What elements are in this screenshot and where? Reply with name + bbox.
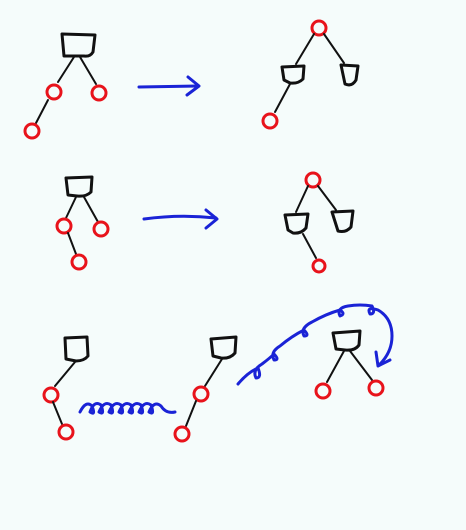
row1-left-tree: [23, 32, 108, 140]
row1-right-edge-a: [295, 33, 315, 65]
row1-right-box-b: [339, 63, 360, 87]
row3-left-node-a: [42, 386, 60, 404]
row3-left-node-b: [57, 423, 75, 441]
row1-arrow-head: [185, 75, 201, 97]
row1-left-root-box: [60, 32, 97, 58]
row1-left-edge-a: [57, 56, 75, 83]
row1-left-edge-b: [79, 56, 97, 85]
row2-arrow-head: [204, 208, 219, 230]
row2-right-box-a: [283, 212, 310, 235]
row2-right-edge-c: [302, 233, 317, 259]
row1-right-root-node: [310, 19, 328, 37]
row2-left-edge-a: [65, 196, 77, 219]
row3-middle-chain: [173, 335, 238, 443]
row1-right-node-c: [261, 112, 279, 130]
row2-arrow-shaft: [142, 214, 218, 221]
row3-curved-arrow-icon: [236, 303, 394, 386]
row2-right-edge-b: [317, 185, 337, 211]
row1-left-node-b: [90, 84, 108, 102]
row3-left-chain: [42, 335, 90, 441]
row3-middle-edge-b: [185, 400, 197, 427]
row1-arrow: [137, 75, 201, 97]
row3-left-box: [63, 335, 90, 363]
row2-left-node-c: [70, 253, 88, 271]
row1-arrow-shaft: [137, 84, 200, 89]
row2-left-edge-b: [83, 196, 99, 223]
row3-middle-box: [209, 335, 238, 360]
row3-right-box: [331, 329, 362, 352]
row2-right-box-b: [330, 209, 355, 233]
row3-right-node-a: [314, 382, 332, 400]
row2-arrow: [142, 208, 219, 230]
row1-left-node-a: [45, 83, 63, 101]
row2-right-tree: [283, 171, 355, 274]
row2-right-root-node: [304, 171, 322, 189]
row3-right-edge-b: [349, 350, 373, 381]
row1-right-edge-c: [274, 83, 291, 113]
row2-left-tree: [55, 175, 110, 271]
row3-curved-arrow-head: [374, 350, 392, 368]
row1-right-tree: [261, 19, 360, 130]
row2-right-node-c: [311, 258, 327, 274]
row3-left-edge-a: [54, 361, 76, 387]
row2-left-node-a: [55, 217, 73, 235]
row2-left-edge-c: [67, 232, 77, 255]
row2-left-root-box: [64, 175, 94, 198]
row3-middle-node-b: [173, 425, 191, 443]
row3-middle-node-a: [192, 385, 210, 403]
row1-left-node-c: [23, 122, 41, 140]
row3-right-node-b: [367, 379, 385, 397]
row3-left-edge-b: [52, 401, 63, 425]
row1-right-edge-b: [323, 33, 345, 64]
row3-right-edge-a: [326, 350, 345, 383]
row1-left-edge-c: [35, 99, 49, 124]
row3-curved-arrow-path: [236, 303, 394, 386]
row2-right-edge-a: [295, 185, 309, 213]
row3-middle-edge-a: [204, 358, 223, 387]
row3-right-tree: [314, 329, 385, 400]
row3-spring-icon: [78, 402, 177, 415]
row2-left-node-b: [92, 220, 110, 238]
row1-right-box-a: [280, 64, 306, 85]
